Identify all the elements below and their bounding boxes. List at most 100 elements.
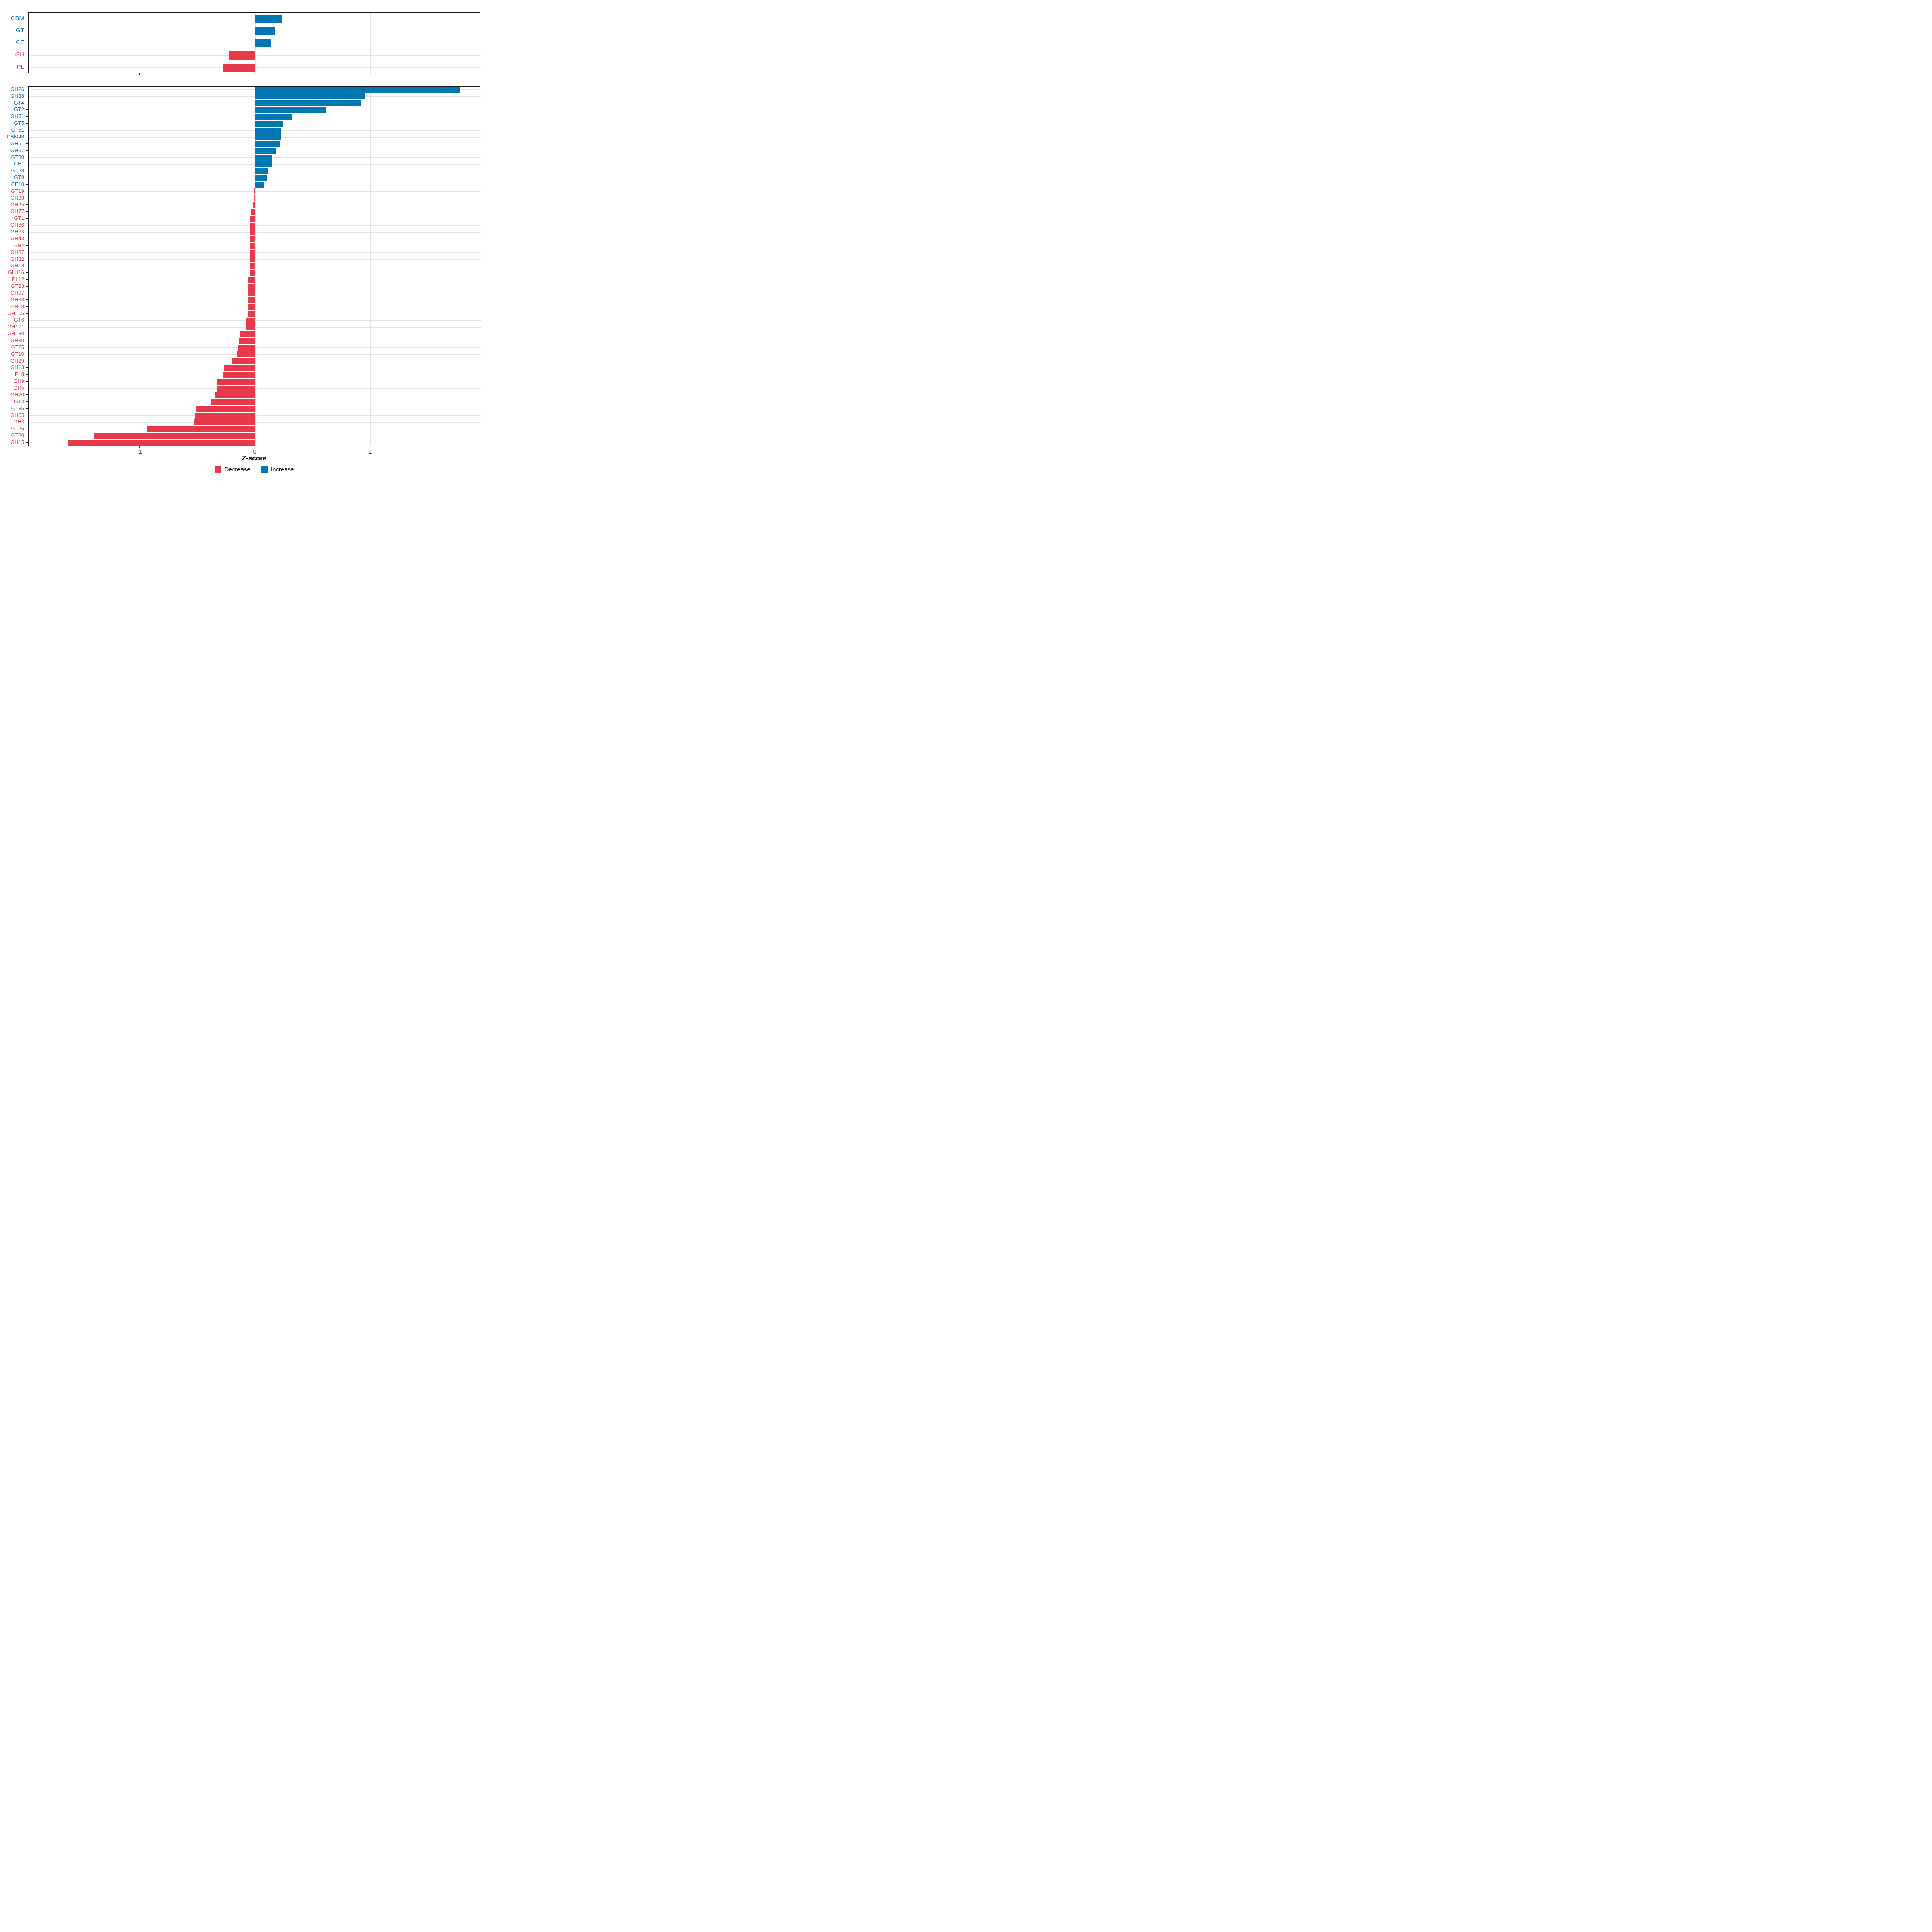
y-axis-label-gh31: GH31: [10, 113, 24, 120]
legend-label-decrease: Decrease: [224, 466, 250, 473]
bar-gh66: [250, 222, 255, 229]
y-axis-label-ce: CE: [16, 39, 24, 46]
y-tick-mark: [26, 408, 28, 409]
gridline-horizontal: [29, 164, 481, 165]
bar-gt1: [250, 215, 255, 222]
y-axis-label-gh9: GH9: [13, 378, 24, 384]
y-axis-label-gh101: GH101: [7, 324, 24, 330]
y-axis-label-ce1: CE1: [14, 161, 24, 167]
y-axis-label-pl8: PL8: [14, 371, 24, 378]
y-axis-label-gt23: GT23: [11, 283, 24, 289]
y-axis-label-gt3: GT3: [14, 398, 24, 405]
y-axis-label-gh97: GH97: [10, 289, 24, 296]
bar-gh4: [250, 243, 255, 249]
y-tick-mark: [26, 306, 28, 307]
y-axis-label-gh65: GH65: [10, 412, 24, 418]
y-tick-mark: [26, 272, 28, 273]
y-axis-label-gh5: GH5: [13, 385, 24, 391]
zscore-bar-chart-figure: Z-score Decrease Increase CBM GT CE GH PL GH26…: [0, 0, 483, 483]
bar-gh77: [251, 209, 255, 215]
y-axis-label-gh43: GH43: [10, 235, 24, 242]
bar-gh32: [250, 256, 255, 263]
bar-gh130: [240, 331, 255, 337]
bar-gh20: [215, 392, 255, 398]
y-tick-mark: [26, 218, 28, 219]
y-axis-label-gh38: GH38: [10, 93, 24, 99]
y-tick-mark: [26, 286, 28, 287]
y-tick-mark: [26, 204, 28, 205]
gridline-horizontal: [29, 137, 481, 138]
bar-gt: [255, 27, 275, 35]
y-axis-label-ce10: CE10: [11, 181, 24, 188]
bar-gh: [228, 51, 255, 60]
y-axis-label-gh18: GH18: [10, 262, 24, 269]
bar-gt6: [246, 317, 255, 324]
y-axis-label-cbm: CBM: [10, 14, 24, 22]
bar-gh116: [250, 270, 255, 276]
bar-gh5: [217, 385, 255, 392]
bar-gh57: [255, 148, 276, 154]
bar-gh29: [232, 358, 255, 365]
y-axis-label-gt20: GT20: [11, 432, 24, 439]
bar-pl8: [223, 372, 255, 378]
bar-cbm: [255, 14, 282, 23]
bar-gt26: [147, 426, 255, 432]
bar-gh38: [255, 93, 365, 100]
y-axis-label-gt19: GT19: [11, 188, 24, 194]
y-tick-mark: [26, 150, 28, 151]
y-axis-label-gh95: GH95: [10, 201, 24, 208]
bar-gh105: [248, 311, 255, 317]
y-axis-label-gt6: GT6: [14, 317, 24, 323]
y-axis-label-gt: GT: [16, 27, 24, 34]
bar-gh97: [248, 290, 255, 297]
y-axis-label-cbm48: CBM48: [6, 133, 24, 140]
y-axis-label-gh66: GH66: [10, 222, 24, 228]
bar-gh26: [255, 87, 460, 93]
bar-pl12: [248, 277, 255, 283]
legend-swatch-decrease: [214, 466, 221, 473]
y-axis-label-gh29: GH29: [10, 357, 24, 364]
x-tick-mark: [139, 446, 140, 448]
top-panel: [28, 12, 481, 74]
bar-gt35: [196, 406, 255, 412]
y-axis-label-gt30: GT30: [11, 154, 24, 160]
y-tick-mark: [26, 116, 28, 117]
bar-gt28: [255, 168, 268, 174]
bar-gh18: [250, 263, 255, 269]
y-axis-label-gh33: GH33: [10, 194, 24, 201]
bar-gh37: [250, 250, 255, 256]
y-axis-label-gt26: GT26: [11, 425, 24, 432]
y-axis-label-pl: PL: [17, 63, 24, 70]
y-tick-mark: [26, 184, 28, 185]
x-tick-label-0: 0: [253, 448, 256, 455]
bar-gh9: [217, 378, 255, 385]
y-tick-mark: [26, 299, 28, 300]
y-tick-mark: [26, 313, 28, 314]
y-axis-label-gh57: GH57: [10, 147, 24, 153]
gridline-horizontal: [29, 89, 481, 90]
x-tick-label--1: -1: [136, 448, 142, 455]
legend: Decrease Increase: [28, 466, 480, 473]
bar-gh13: [224, 365, 255, 372]
y-axis-label-gh68: GH68: [10, 303, 24, 310]
legend-item-increase: Increase: [260, 466, 294, 473]
y-axis-label-gh15: GH15: [10, 439, 24, 445]
y-axis-label-gt2: GT2: [14, 106, 24, 113]
legend-item-decrease: Decrease: [214, 466, 250, 473]
bar-gt10: [237, 351, 255, 358]
y-axis-label-gh13: GH13: [10, 364, 24, 371]
gridline-horizontal: [29, 130, 481, 131]
y-axis-label-gt28: GT28: [11, 167, 24, 174]
y-tick-mark: [26, 279, 28, 280]
bar-gt25: [238, 345, 255, 351]
y-axis-label-gt9: GT9: [14, 174, 24, 181]
y-axis-label-gh51: GH51: [10, 140, 24, 147]
y-tick-mark: [26, 123, 28, 124]
gridline-horizontal: [29, 96, 481, 97]
bar-ce: [255, 39, 271, 47]
legend-label-increase: Increase: [270, 466, 294, 473]
y-tick-mark: [26, 143, 28, 144]
legend-swatch-increase: [260, 466, 268, 473]
gridline-horizontal: [29, 157, 481, 158]
x-tick-label-1: 1: [368, 448, 372, 455]
